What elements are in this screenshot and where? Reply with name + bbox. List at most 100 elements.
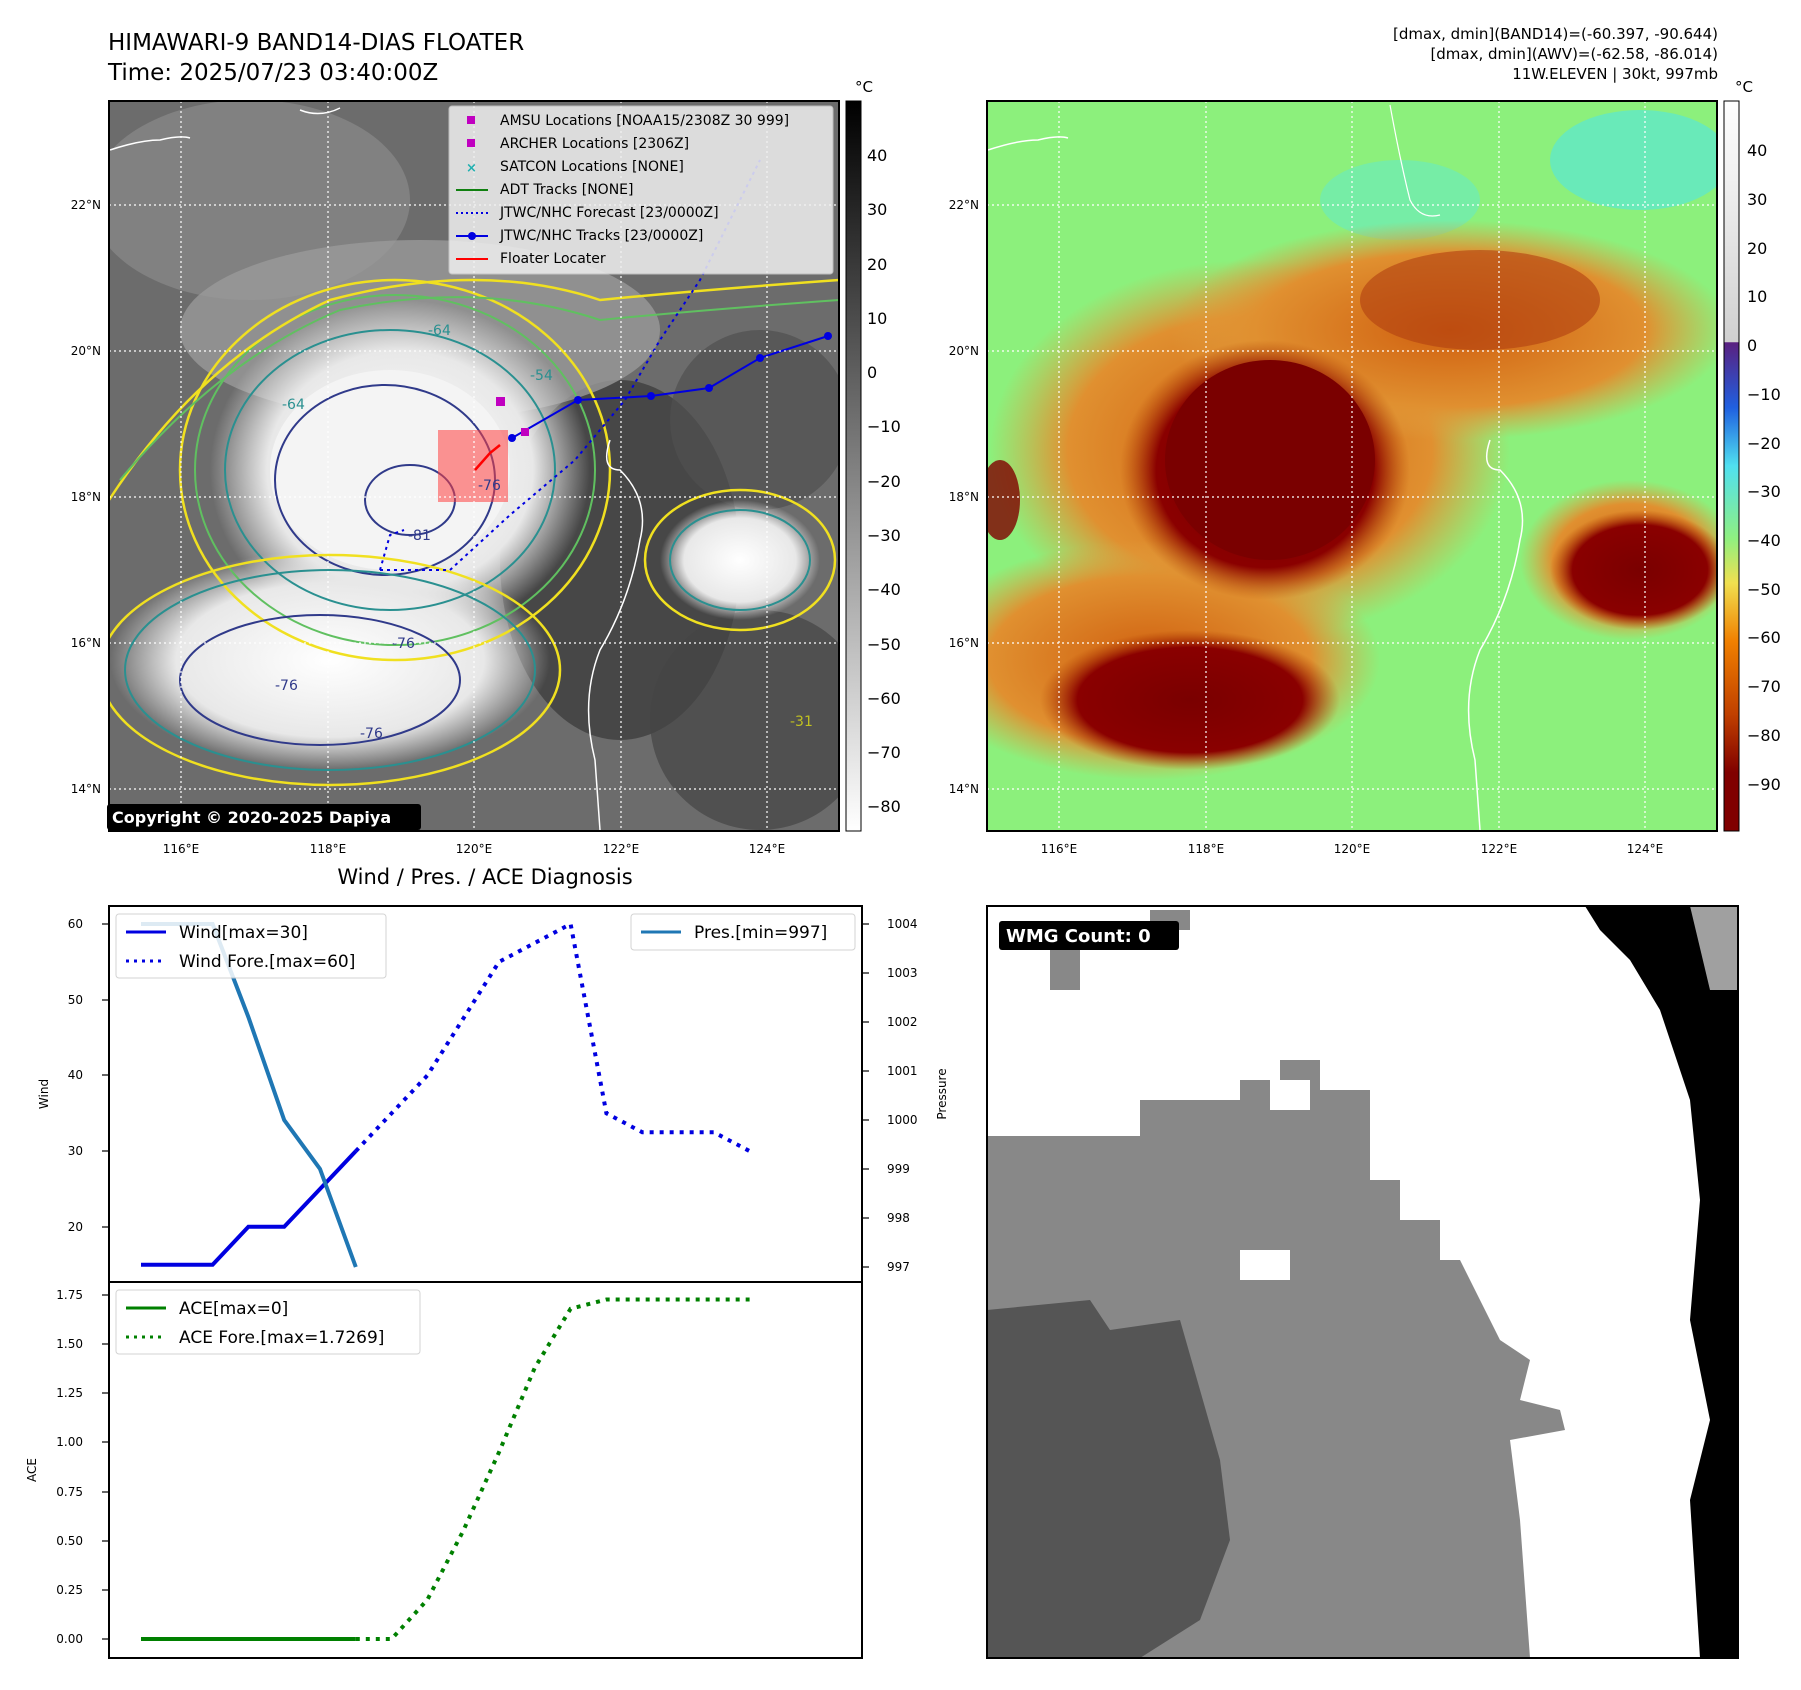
wind-y-tick: 50	[68, 993, 83, 1007]
wmg-count-badge	[999, 921, 1179, 950]
lon-tick: 124°E	[1627, 842, 1664, 856]
legend-item: JTWC/NHC Tracks [23/0000Z]	[499, 228, 703, 244]
ace-legend: ACE[max=0] ACE Fore.[max=1.7269]	[115, 1289, 421, 1355]
ace-y-tick: 0.50	[56, 1534, 83, 1548]
wind-fore-legend-label: Wind Fore.[max=60]	[179, 952, 355, 972]
ace-fore-legend-label: ACE Fore.[max=1.7269]	[179, 1328, 384, 1348]
colorbar-tick: 10	[1747, 287, 1767, 306]
legend-satcon-marker: ×	[466, 161, 477, 176]
wind-y-ticks: 60 50 40 30 20	[68, 917, 83, 1234]
lon-tick: 118°E	[310, 842, 347, 856]
pressure-y-tick: 1002	[887, 1015, 918, 1029]
pressure-y-tick: 999	[887, 1162, 910, 1176]
gray-colorbar-ticks: 40 30 20 10 0 −10 −20 −30 −40 −50 −60 −7…	[867, 146, 901, 816]
colorbar-tick: −30	[867, 526, 901, 545]
lat-tick: 18°N	[71, 490, 101, 504]
ace-legend-label: ACE[max=0]	[179, 1299, 288, 1319]
lat-tick: 18°N	[949, 490, 979, 504]
contour-label: -64	[282, 397, 305, 413]
floater-locater-track	[474, 444, 501, 471]
color-colorbar: °C 40 30 20 10 0 −10 −20 −30 −40 −50 −60…	[1723, 78, 1781, 832]
ir-map-lon-ticks: 116°E 118°E 120°E 122°E 124°E	[163, 842, 786, 856]
lat-tick: 22°N	[71, 198, 101, 212]
pressure-y-tick: 998	[887, 1211, 910, 1225]
colorbar-tick: 30	[867, 200, 887, 219]
colorbar-tick: 10	[867, 309, 887, 328]
ace-y-tick: 1.25	[56, 1386, 83, 1400]
contour-label: -76	[478, 478, 501, 494]
ir-map-imagery: -64 -64 -54 -81 -76 -76 -76 -76 -31	[109, 101, 839, 831]
colorbar-tick: −90	[1747, 775, 1781, 794]
color-map-gridlines	[987, 101, 1717, 831]
legend-amsu-marker	[467, 116, 475, 124]
pressure-legend-label: Pres.[min=997]	[694, 923, 827, 943]
stats-storm: 11W.ELEVEN | 30kt, 997mb	[1512, 65, 1718, 83]
gray-colorbar-unit: °C	[855, 78, 873, 96]
color-colorbar-ticks: 40 30 20 10 0 −10 −20 −30 −40 −50 −60 −7…	[1747, 141, 1781, 794]
ace-forecast-series-line	[355, 1297, 750, 1641]
colorbar-tick: −50	[1747, 580, 1781, 599]
wind-y-tick: 60	[68, 917, 83, 931]
color-colorbar-unit: °C	[1735, 78, 1753, 96]
colorbar-tick: 40	[867, 146, 887, 165]
legend-item: ADT Tracks [NONE]	[500, 182, 633, 198]
lon-tick: 124°E	[749, 842, 786, 856]
colorbar-tick: 30	[1747, 190, 1767, 209]
contour-label: -76	[360, 726, 383, 742]
lat-tick: 16°N	[949, 636, 979, 650]
colorbar-tick: −80	[1747, 726, 1781, 745]
wind-y-tick: 40	[68, 1068, 83, 1082]
wind-forecast-series-line	[354, 920, 751, 1153]
pressure-y-ticks: 1004 1003 1002 1001 1000 999 998 997	[887, 917, 918, 1274]
wmg-count-label: WMG Count: 0	[1006, 926, 1151, 947]
ir-map-panel: -64 -64 -54 -81 -76 -76 -76 -76 -31	[71, 100, 840, 856]
best-track	[511, 335, 829, 439]
colorbar-tick: −40	[1747, 531, 1781, 550]
colorbar-tick: −30	[1747, 482, 1781, 501]
lon-tick: 118°E	[1188, 842, 1225, 856]
lat-tick: 22°N	[949, 198, 979, 212]
wind-legend: Wind[max=30] Wind Fore.[max=60]	[115, 913, 387, 979]
ir-map-legend: AMSU Locations [NOAA15/2308Z 30 999] ARC…	[448, 105, 834, 275]
colorbar-tick: −70	[1747, 677, 1781, 696]
stats-band14: [dmax, dmin](BAND14)=(-60.397, -90.644)	[1393, 25, 1718, 43]
lon-tick: 122°E	[1481, 842, 1518, 856]
lat-tick: 20°N	[949, 344, 979, 358]
colorbar-tick: −20	[867, 472, 901, 491]
colorbar-tick: −70	[867, 743, 901, 762]
copyright-text: Copyright © 2020-2025 Dapiya	[112, 808, 391, 827]
ace-series	[141, 1297, 750, 1641]
figure-time: Time: 2025/07/23 03:40:00Z	[107, 60, 438, 86]
ace-chart: ACE 1.75 1.50 1.25 1.00 0.75 0.50 0.25 0…	[25, 1281, 863, 1659]
legend-item: ARCHER Locations [2306Z]	[500, 136, 689, 152]
colorbar-tick: 0	[867, 363, 877, 382]
legend-item: AMSU Locations [NOAA15/2308Z 30 999]	[500, 113, 789, 129]
pressure-y-tick: 997	[887, 1260, 910, 1274]
wind-axis-label: Wind	[37, 1079, 51, 1109]
floater-box	[438, 430, 508, 502]
archer-marker	[521, 428, 529, 436]
ace-y-tick: 1.50	[56, 1337, 83, 1351]
lon-tick: 116°E	[163, 842, 200, 856]
lon-tick: 120°E	[456, 842, 493, 856]
figure-title: HIMAWARI-9 BAND14-DIAS FLOATER	[108, 30, 524, 56]
wind-legend-label: Wind[max=30]	[179, 923, 308, 943]
colorbar-tick: 20	[1747, 239, 1767, 258]
ace-y-tick: 0.75	[56, 1485, 83, 1499]
amsu-marker	[496, 397, 505, 406]
ir-map-lat-ticks: 22°N 20°N 18°N 16°N 14°N	[71, 198, 101, 796]
legend-item: Floater Locater	[500, 251, 606, 267]
wind-pressure-chart: Wind Pressure 60 50 40 30 20 1004 1003 1…	[37, 905, 949, 1283]
wmg-panel: WMG Count: 0	[986, 905, 1739, 1659]
legend-item: JTWC/NHC Forecast [23/0000Z]	[499, 205, 719, 221]
lon-tick: 120°E	[1334, 842, 1371, 856]
ace-y-ticks: 1.75 1.50 1.25 1.00 0.75 0.50 0.25 0.00	[56, 1288, 83, 1646]
pressure-y-tick: 1004	[887, 917, 918, 931]
contour-label: -64	[428, 323, 451, 339]
colorbar-tick: −20	[1747, 434, 1781, 453]
stats-awv: [dmax, dmin](AWV)=(-62.58, -86.014)	[1430, 45, 1718, 63]
ace-y-tick: 0.25	[56, 1583, 83, 1597]
gray-colorbar: °C 40 30 20 10 0 −10 −20 −30 −40 −50 −60…	[845, 78, 901, 832]
lat-tick: 20°N	[71, 344, 101, 358]
legend-item: SATCON Locations [NONE]	[500, 159, 684, 175]
